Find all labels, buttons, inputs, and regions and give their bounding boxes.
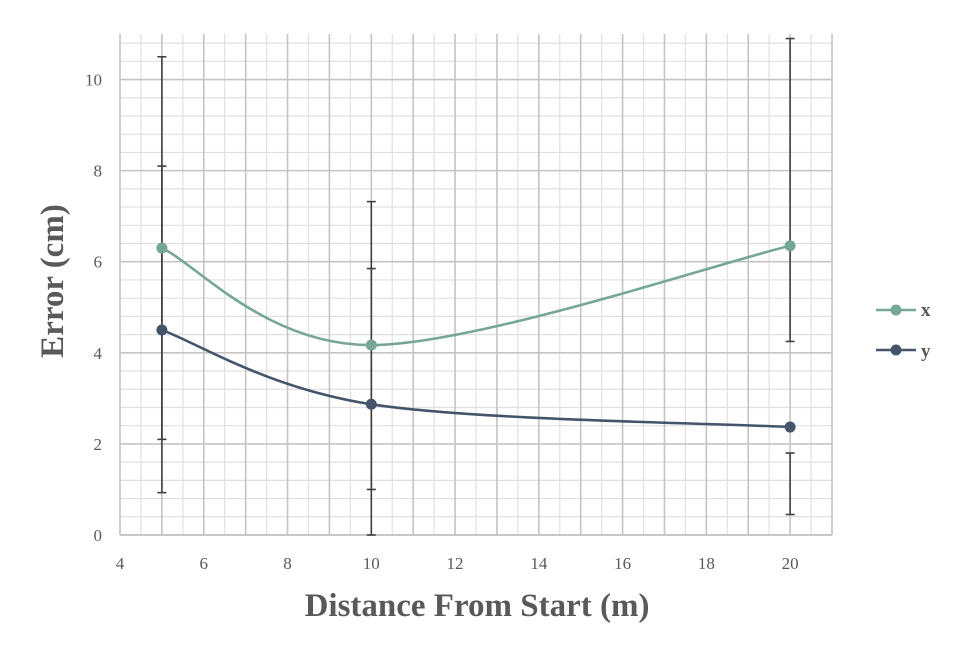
- x-axis-ticks: 4 6 8 10 12 14 16 18 20: [116, 554, 799, 573]
- legend-label-x: x: [921, 300, 931, 321]
- x-tick-label: 6: [200, 554, 209, 573]
- data-points: [156, 240, 796, 433]
- legend-marker-x: [890, 304, 902, 316]
- legend-marker-y: [890, 344, 902, 356]
- data-point-x: [156, 242, 168, 254]
- data-point-x: [365, 339, 377, 351]
- y-tick-label: 4: [94, 344, 103, 363]
- y-tick-label: 6: [94, 253, 103, 272]
- x-tick-label: 16: [614, 554, 631, 573]
- x-tick-label: 18: [698, 554, 715, 573]
- data-point-y: [365, 398, 377, 410]
- legend: x y: [876, 300, 931, 362]
- data-point-y: [784, 421, 796, 433]
- data-point-y: [156, 324, 168, 336]
- x-tick-label: 14: [530, 554, 548, 573]
- legend-item-x: x: [876, 300, 931, 321]
- legend-item-y: y: [876, 341, 931, 362]
- series-line-y: [161, 328, 791, 429]
- x-tick-label: 4: [116, 554, 125, 573]
- data-point-x: [784, 240, 796, 252]
- y-tick-label: 0: [94, 526, 103, 545]
- x-tick-label: 20: [782, 554, 799, 573]
- x-tick-label: 8: [283, 554, 292, 573]
- y-tick-label: 10: [85, 71, 102, 90]
- series-line-x: [161, 244, 791, 347]
- series-lines: [161, 244, 791, 429]
- x-tick-label: 10: [363, 554, 380, 573]
- y-tick-label: 2: [94, 435, 103, 454]
- y-axis-ticks: 0 2 4 6 8 10: [85, 71, 103, 545]
- minor-grid: [120, 34, 832, 535]
- y-axis-title: Error (cm): [35, 204, 71, 358]
- y-tick-label: 8: [94, 162, 103, 181]
- x-axis-title: Distance From Start (m): [305, 588, 650, 624]
- legend-label-y: y: [921, 341, 931, 362]
- x-tick-label: 12: [447, 554, 464, 573]
